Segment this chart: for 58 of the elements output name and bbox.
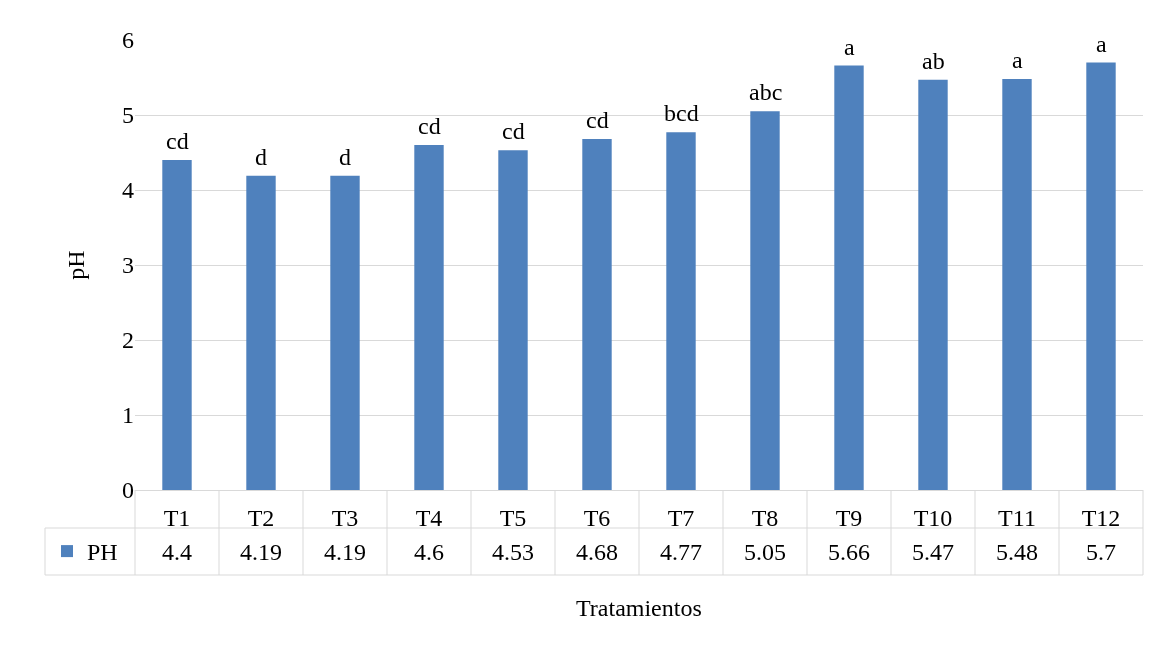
- annotation: abc: [749, 79, 783, 105]
- bar: [918, 79, 948, 490]
- x-tick-label: T12: [1081, 504, 1121, 531]
- y-tick-label: 6: [122, 27, 134, 54]
- x-tick-label: T5: [499, 504, 527, 531]
- x-tick-label: T10: [913, 504, 953, 531]
- x-tick-label: T3: [331, 504, 359, 531]
- y-tick-label: 5: [122, 102, 134, 129]
- annotation: d: [339, 144, 351, 170]
- bar: [162, 160, 192, 490]
- data-label: 5.47: [912, 539, 954, 565]
- y-tick-label: 2: [122, 327, 134, 354]
- x-tick-label: T7: [667, 504, 695, 531]
- data-label: 5.7: [1086, 539, 1116, 565]
- data-label: 4.6: [414, 539, 444, 565]
- bar: [498, 150, 528, 490]
- annotation: a: [1012, 47, 1023, 73]
- annotation: cd: [166, 128, 189, 154]
- bar: [246, 175, 276, 490]
- x-tick-label: T6: [583, 504, 611, 531]
- y-tick-label: 4: [122, 177, 134, 204]
- annotation: cd: [586, 107, 609, 133]
- x-tick-label: T2: [247, 504, 275, 531]
- y-axis-title: pH: [63, 250, 90, 280]
- x-axis-title: Tratamientos: [576, 595, 702, 621]
- annotation: cd: [418, 113, 441, 139]
- legend-label: PH: [87, 539, 118, 566]
- annotation: d: [255, 144, 267, 170]
- x-tick-label: T8: [751, 504, 779, 531]
- bar: [666, 132, 696, 490]
- annotation: a: [844, 34, 855, 60]
- bar: [414, 145, 444, 490]
- bar: [330, 175, 360, 490]
- annotation: a: [1096, 31, 1107, 57]
- annotation: ab: [922, 48, 945, 74]
- y-tick-label: 0: [122, 477, 134, 504]
- x-tick-label: T1: [163, 504, 191, 531]
- data-label: 4.19: [324, 539, 366, 565]
- x-tick-label: T11: [998, 504, 1036, 531]
- bar: [834, 65, 864, 490]
- data-label: 4.4: [162, 539, 192, 565]
- data-label: 5.05: [744, 539, 786, 565]
- annotation: cd: [502, 118, 525, 144]
- x-tick-label: T9: [835, 504, 863, 531]
- bar: [582, 139, 612, 490]
- data-label: 4.19: [240, 539, 282, 565]
- bar: [1002, 79, 1032, 490]
- x-tick-label: T4: [415, 504, 443, 531]
- data-label: 4.68: [576, 539, 618, 565]
- data-label: 4.53: [492, 539, 534, 565]
- bar: [1086, 62, 1116, 490]
- data-label: 5.48: [996, 539, 1038, 565]
- bar: [750, 111, 780, 490]
- data-label: 5.66: [828, 539, 870, 565]
- annotation: bcd: [664, 100, 699, 126]
- data-label: 4.77: [660, 539, 702, 565]
- y-tick-label: 3: [122, 252, 134, 279]
- y-tick-label: 1: [122, 402, 134, 429]
